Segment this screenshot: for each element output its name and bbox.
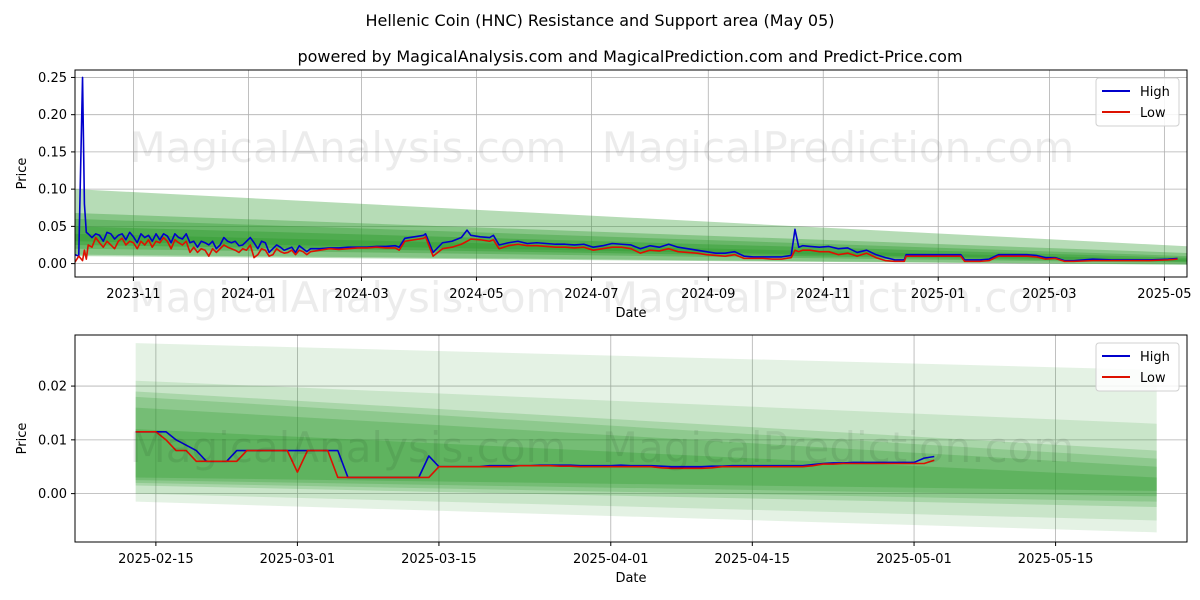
plot-frame — [74, 69, 1188, 278]
figure-title: Hellenic Coin (HNC) Resistance and Suppo… — [365, 11, 834, 30]
x-tick-label: 2023-11 — [106, 287, 160, 302]
series-line-high — [75, 76, 1178, 262]
x-tick-label: 2025-05-15 — [1018, 552, 1094, 567]
series-lines — [135, 430, 935, 479]
x-tick-label: 2025-04-01 — [573, 552, 649, 567]
watermark-prediction-bottom: MagicalPrediction.com — [602, 423, 1075, 472]
watermark-layer: MagicalAnalysis.com MagicalPrediction.co… — [130, 123, 1075, 472]
y-axis-label: Price — [15, 158, 30, 190]
grid — [75, 70, 1187, 277]
legend: High Low — [1095, 342, 1180, 392]
y-axis-label: Price — [15, 423, 30, 455]
watermark-prediction-mid: MagicalPrediction.com — [602, 273, 1075, 322]
figure-subtitle: powered by MagicalAnalysis.com and Magic… — [297, 47, 962, 66]
x-tick-label: 2025-03-01 — [260, 552, 336, 567]
band-1 — [135, 380, 1157, 521]
y-tick-label: 0.10 — [38, 183, 67, 198]
x-tick-label: 2024-03 — [334, 287, 388, 302]
y-tick-label: 0.25 — [38, 71, 67, 86]
band-4 — [135, 407, 1157, 497]
chart-bottom: 2025-02-15 2025-03-01 2025-03-15 2025-04-01… — [15, 334, 1188, 586]
x-tick-label: 2024-01 — [221, 287, 275, 302]
x-axis-label: Date — [615, 571, 646, 586]
series-lines — [75, 76, 1178, 263]
watermark-analysis-bottom: MagicalAnalysis.com — [130, 423, 567, 472]
y-tick-label: 0.01 — [38, 433, 67, 448]
x-tick-label: 2025-03 — [1022, 287, 1076, 302]
legend-label: Low — [1140, 106, 1166, 121]
y-tick-label: 0.00 — [38, 487, 67, 502]
x-tick-label: 2025-05 — [1137, 287, 1191, 302]
x-tick-label: 2025-04-15 — [715, 552, 791, 567]
support-resistance-bands — [135, 343, 1157, 533]
legend-label: High — [1140, 85, 1170, 100]
band-1 — [75, 212, 1187, 265]
watermark-prediction-top: MagicalPrediction.com — [602, 123, 1075, 172]
x-tick-label: 2024-05 — [449, 287, 503, 302]
band-2 — [75, 218, 1187, 263]
support-resistance-bands — [75, 189, 1187, 265]
band-0 — [135, 343, 1157, 533]
watermark-analysis-top: MagicalAnalysis.com — [130, 123, 567, 172]
x-tick-label: 2024-07 — [564, 287, 618, 302]
x-tick-label: 2025-05-01 — [876, 552, 952, 567]
series-line-low — [75, 235, 1178, 263]
x-tick-label: 2024-11 — [796, 287, 850, 302]
x-axis-label: Date — [615, 306, 646, 321]
legend-label: High — [1140, 350, 1170, 365]
legend: High Low — [1095, 77, 1180, 127]
x-tick-label: 2025-02-15 — [118, 552, 194, 567]
chart-top: 2023-11 2024-01 2024-03 2024-05 2024-07 2024-… — [15, 69, 1192, 321]
grid — [75, 335, 1187, 542]
legend-label: Low — [1140, 371, 1166, 386]
band-3 — [135, 396, 1157, 502]
y-tick-label: 0.00 — [38, 257, 67, 272]
y-tick-label: 0.02 — [38, 380, 67, 395]
band-0 — [75, 189, 1187, 265]
y-tick-label: 0.15 — [38, 145, 67, 160]
x-tick-label: 2025-03-15 — [401, 552, 477, 567]
x-tick-label: 2025-01 — [911, 287, 965, 302]
x-tick-label: 2024-09 — [681, 287, 735, 302]
plot-frame — [74, 334, 1188, 543]
band-5 — [135, 429, 1157, 491]
watermark-analysis-mid: MagicalAnalysis.com — [130, 273, 567, 322]
y-tick-label: 0.05 — [38, 220, 67, 235]
series-line-low — [135, 430, 935, 479]
y-tick-label: 0.20 — [38, 108, 67, 123]
